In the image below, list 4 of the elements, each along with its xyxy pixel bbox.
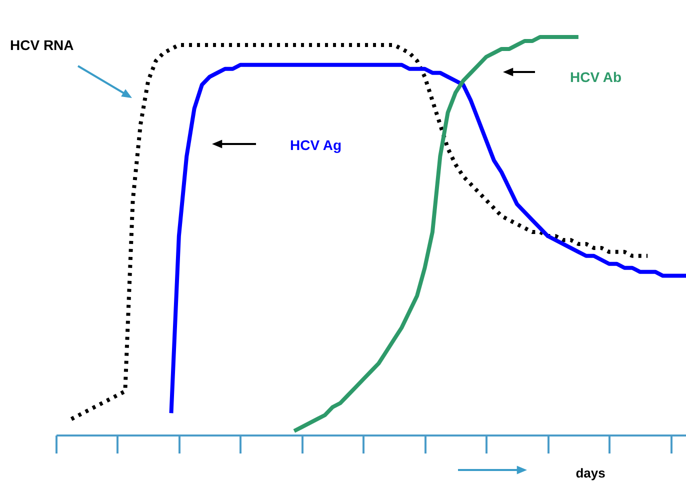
text: HCV Ag (290, 137, 342, 153)
text: HCV RNA (10, 37, 74, 53)
text: HCV Ab (570, 69, 622, 85)
x-axis-title: days (576, 466, 606, 480)
